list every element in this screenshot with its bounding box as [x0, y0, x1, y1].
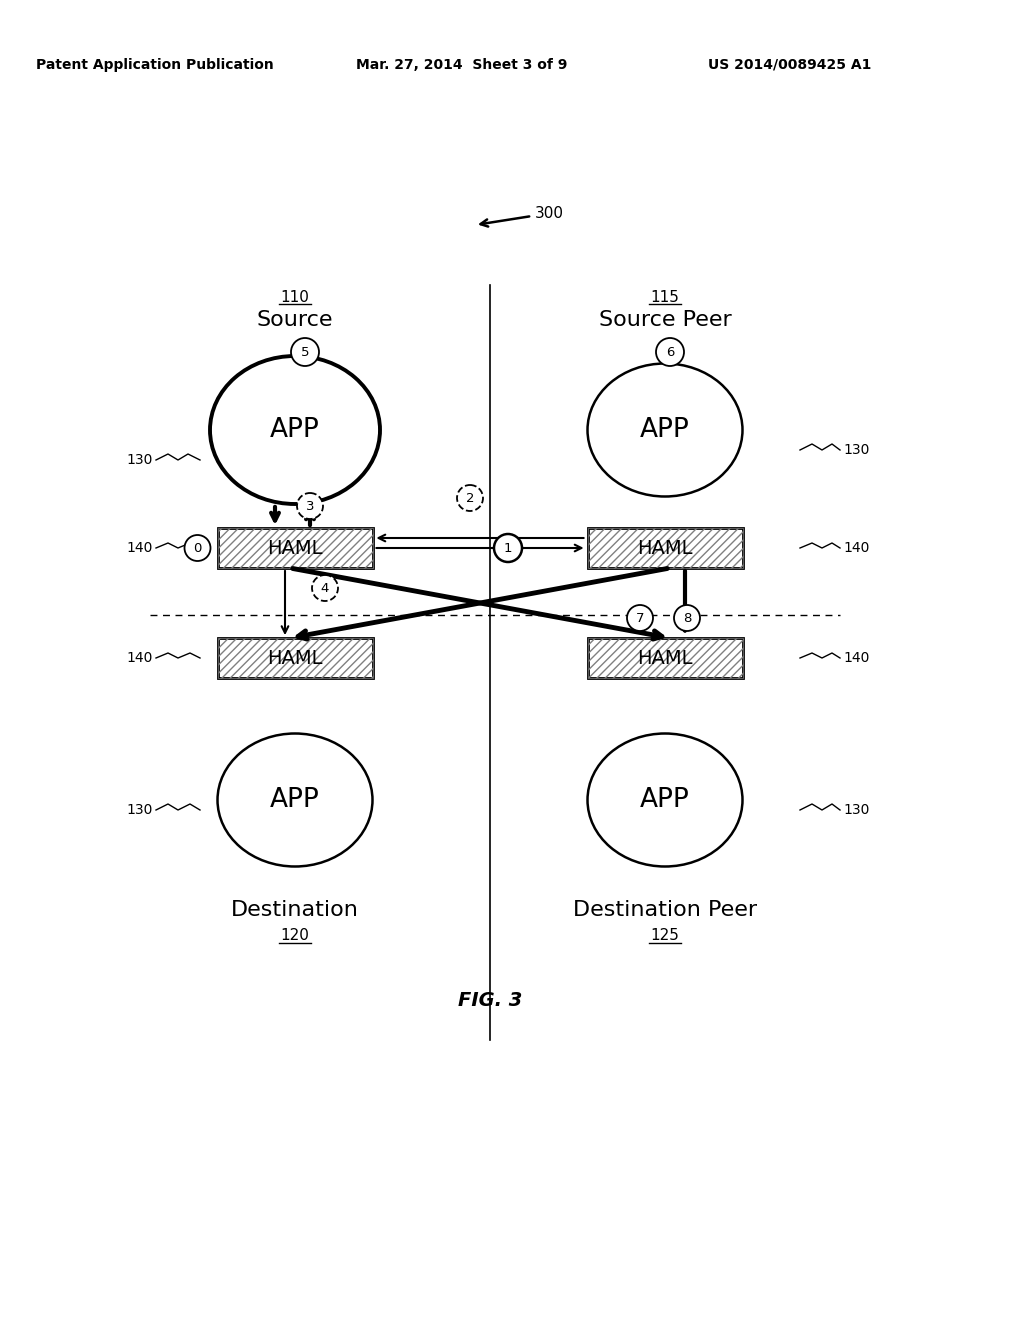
Text: 130: 130 — [127, 803, 153, 817]
Bar — [217, 638, 373, 678]
Text: APP: APP — [640, 417, 690, 444]
Text: 300: 300 — [535, 206, 564, 220]
Bar — [217, 638, 373, 678]
Circle shape — [184, 535, 211, 561]
Text: 130: 130 — [127, 453, 153, 467]
Text: 140: 140 — [843, 541, 869, 554]
Circle shape — [494, 535, 522, 562]
Text: HAML: HAML — [637, 539, 693, 557]
Circle shape — [312, 576, 338, 601]
Text: 140: 140 — [843, 651, 869, 665]
Text: 115: 115 — [650, 289, 680, 305]
Text: 130: 130 — [843, 803, 869, 817]
Text: APP: APP — [270, 417, 319, 444]
Text: 140: 140 — [127, 651, 153, 665]
Text: Destination Peer: Destination Peer — [573, 900, 757, 920]
Text: 7: 7 — [636, 611, 644, 624]
Text: 140: 140 — [127, 541, 153, 554]
Text: 120: 120 — [281, 928, 309, 944]
Text: 1: 1 — [504, 541, 512, 554]
Text: Source: Source — [257, 310, 333, 330]
Ellipse shape — [217, 734, 373, 866]
Text: 2: 2 — [466, 491, 474, 504]
Ellipse shape — [210, 356, 380, 504]
Circle shape — [627, 605, 653, 631]
Bar — [588, 638, 742, 678]
Text: US 2014/0089425 A1: US 2014/0089425 A1 — [709, 58, 871, 73]
Text: 110: 110 — [281, 289, 309, 305]
Text: Destination: Destination — [231, 900, 359, 920]
Ellipse shape — [588, 363, 742, 496]
Bar — [588, 528, 742, 568]
Text: 130: 130 — [843, 444, 869, 457]
Bar — [217, 528, 373, 568]
Circle shape — [457, 484, 483, 511]
Text: 6: 6 — [666, 346, 674, 359]
Text: 3: 3 — [306, 499, 314, 512]
Circle shape — [297, 492, 323, 519]
Ellipse shape — [588, 734, 742, 866]
Text: APP: APP — [640, 787, 690, 813]
Bar — [588, 528, 742, 568]
Text: HAML: HAML — [637, 648, 693, 668]
Text: APP: APP — [270, 787, 319, 813]
Text: 8: 8 — [683, 611, 691, 624]
Text: HAML: HAML — [267, 648, 323, 668]
Text: 5: 5 — [301, 346, 309, 359]
Text: Source Peer: Source Peer — [599, 310, 731, 330]
Circle shape — [674, 605, 700, 631]
Text: Mar. 27, 2014  Sheet 3 of 9: Mar. 27, 2014 Sheet 3 of 9 — [356, 58, 567, 73]
Circle shape — [291, 338, 319, 366]
Text: HAML: HAML — [267, 539, 323, 557]
Text: Patent Application Publication: Patent Application Publication — [36, 58, 273, 73]
Circle shape — [656, 338, 684, 366]
Text: 0: 0 — [194, 541, 202, 554]
Bar — [588, 638, 742, 678]
Text: 125: 125 — [650, 928, 680, 944]
Bar — [217, 528, 373, 568]
Text: FIG. 3: FIG. 3 — [458, 990, 522, 1010]
Text: 4: 4 — [321, 582, 329, 594]
